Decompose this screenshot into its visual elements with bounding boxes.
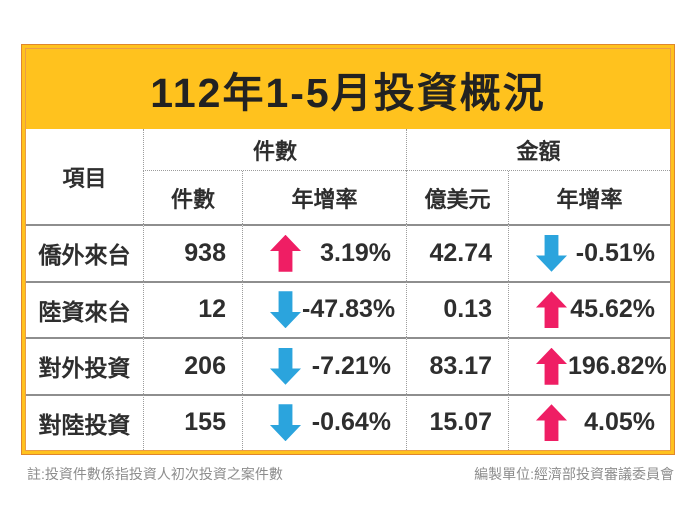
yoy-value: 3.19% xyxy=(320,238,391,267)
col-header-item: 項目 xyxy=(62,165,107,191)
count-cell: 155 xyxy=(143,393,242,450)
col-header-count: 件數 xyxy=(143,171,242,224)
investment-table: 項目 件數 金額 件數 年增率 億美元 年增率 僑外來台 938 3.19% 4… xyxy=(26,129,670,450)
amount-cell: 0.13 xyxy=(406,280,508,337)
amount-cell: 83.17 xyxy=(406,337,508,394)
count-cell: 12 xyxy=(143,280,242,337)
trend-arrow-icon xyxy=(535,291,568,329)
count-yoy-cell: -0.64% xyxy=(242,393,406,450)
card-panel: 112年1-5月投資概況 項目 件數 金額 件數 年增率 億美元 年增率 僑外來… xyxy=(25,48,671,451)
source-credit: 編製單位:經濟部投資審議委員會 xyxy=(474,466,674,482)
amount-yoy-cell: 4.05% xyxy=(508,393,670,450)
trend-arrow-icon xyxy=(269,291,302,329)
amount-cell: 42.74 xyxy=(406,224,508,281)
page-title: 112年1-5月投資概況 xyxy=(150,70,546,116)
amount-yoy-cell: 196.82% xyxy=(508,337,670,394)
count-cell: 938 xyxy=(143,224,242,281)
yoy-value: -0.64% xyxy=(311,408,391,437)
count-yoy-cell: 3.19% xyxy=(242,224,406,281)
framed-card: 112年1-5月投資概況 項目 件數 金額 件數 年增率 億美元 年增率 僑外來… xyxy=(21,44,675,455)
col-header-amount-yoy: 年增率 xyxy=(508,171,670,224)
trend-arrow-icon xyxy=(269,347,302,385)
trend-arrow-icon xyxy=(535,234,568,272)
yoy-value: 196.82% xyxy=(568,351,667,380)
trend-arrow-icon xyxy=(269,404,302,442)
col-header-amount-usd: 億美元 xyxy=(406,171,508,224)
item-cell: 陸資來台 xyxy=(26,280,143,338)
item-cell: 對外投資 xyxy=(26,337,143,394)
col-group-amount: 金額 xyxy=(406,129,670,171)
item-cell: 對陸投資 xyxy=(26,393,143,451)
col-header-count-yoy: 年增率 xyxy=(242,171,406,224)
trend-arrow-icon xyxy=(535,404,568,442)
amount-cell: 15.07 xyxy=(406,393,508,450)
yoy-value: 45.62% xyxy=(570,295,655,324)
footnote: 註:投資件數係指投資人初次投資之案件數 xyxy=(27,466,283,482)
trend-arrow-icon xyxy=(535,347,568,385)
amount-yoy-cell: -0.51% xyxy=(508,224,670,281)
yoy-value: -7.21% xyxy=(311,351,391,380)
amount-yoy-cell: 45.62% xyxy=(508,280,670,337)
count-yoy-cell: -7.21% xyxy=(242,337,406,394)
count-yoy-cell: -47.83% xyxy=(242,280,406,337)
yoy-value: -47.83% xyxy=(302,295,396,324)
count-cell: 206 xyxy=(143,337,242,394)
title-bar: 112年1-5月投資概況 xyxy=(26,49,670,129)
col-group-count: 件數 xyxy=(143,129,406,171)
yoy-value: 4.05% xyxy=(584,408,655,437)
trend-arrow-icon xyxy=(269,234,302,272)
yoy-value: -0.51% xyxy=(575,238,655,267)
item-cell: 僑外來台 xyxy=(26,224,143,281)
